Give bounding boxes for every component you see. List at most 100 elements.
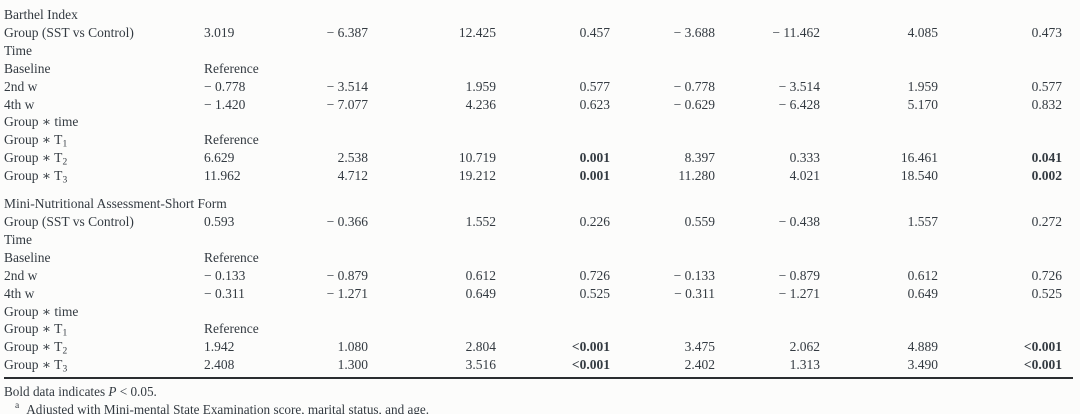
cell: 2.804	[465, 339, 496, 355]
cell	[204, 303, 264, 321]
cell	[368, 60, 496, 78]
cell: <0.001	[571, 339, 610, 355]
significance-note-pre: Bold data indicates	[4, 384, 109, 400]
cell	[820, 320, 938, 338]
table-notes: Bold data indicates P < 0.05. a Adjusted …	[4, 379, 1080, 414]
cell: 1.959	[465, 78, 496, 94]
cell	[496, 195, 610, 213]
row-label: Group ∗ T2	[4, 339, 68, 357]
cell: 4.236	[465, 96, 496, 112]
cell: 1.552	[465, 213, 496, 229]
cell: − 1.271	[778, 285, 820, 301]
table-row: Time	[4, 42, 1062, 60]
cell: 0.726	[579, 267, 610, 283]
cell	[264, 113, 368, 131]
cell	[820, 131, 938, 149]
cell	[610, 249, 715, 267]
cell: − 0.879	[778, 267, 820, 283]
row-label: Group ∗ T1	[4, 321, 68, 339]
row-label: 4th w	[4, 285, 35, 301]
cell: 2.402	[684, 357, 715, 373]
table-row: 4th w − 0.311 − 1.271 0.649 0.525 − 0.311 − 1.…	[4, 285, 1062, 303]
cell: 1.557	[907, 213, 938, 229]
cell	[938, 42, 1062, 60]
cell: 11.962	[204, 168, 241, 184]
cell	[938, 231, 1062, 249]
cell: 0.525	[1031, 285, 1062, 301]
cell: 2.062	[789, 339, 820, 355]
cell	[715, 195, 820, 213]
cell: 0.649	[465, 285, 496, 301]
cell: − 11.462	[772, 24, 820, 40]
cell: 18.540	[900, 168, 938, 184]
cell	[938, 195, 1062, 213]
cell: 0.457	[579, 24, 610, 40]
cell	[496, 42, 610, 60]
results-table: Barthel Index Group (SST vs Control) 3.019…	[4, 6, 1062, 374]
cell: 2.538	[337, 150, 368, 166]
row-label-subscript: 3	[62, 175, 68, 186]
table-row: Group ∗ T2 6.629 2.538 10.719 0.001 8.397 0.33…	[4, 149, 1062, 167]
cell	[938, 303, 1062, 321]
cell	[496, 60, 610, 78]
cell: 0.559	[684, 213, 715, 229]
table-row: 2nd w − 0.778 − 3.514 1.959 0.577 − 0.778 − 3.…	[4, 78, 1062, 96]
table-row: Baseline Reference	[4, 249, 1062, 267]
cell: 0.726	[1031, 267, 1062, 283]
cell	[820, 6, 938, 24]
cell: − 0.311	[204, 285, 245, 301]
cell: 4.085	[907, 24, 938, 40]
cell	[496, 249, 610, 267]
cell	[368, 131, 496, 149]
footnote-a-marker: a	[15, 401, 20, 412]
cell: 0.832	[1031, 96, 1062, 112]
cell: − 3.688	[673, 24, 715, 40]
table-row: Group (SST vs Control) 3.019 − 6.387 12.425…	[4, 24, 1062, 42]
cell	[715, 249, 820, 267]
cell	[820, 113, 938, 131]
row-label: Group (SST vs Control)	[4, 24, 134, 40]
cell: 1.942	[204, 339, 235, 355]
cell	[368, 195, 496, 213]
cell: − 0.629	[673, 96, 715, 112]
significance-note: Bold data indicates P < 0.05.	[4, 383, 1080, 401]
table-row: Group (SST vs Control) 0.593 − 0.366 1.552 0…	[4, 213, 1062, 231]
cell	[264, 303, 368, 321]
row-label: Group ∗ time	[4, 303, 79, 319]
footnote-a: a Adjusted with Mini-mental State Examina…	[4, 401, 1080, 414]
cell	[204, 42, 264, 60]
cell: 0.525	[579, 285, 610, 301]
cell: − 0.311	[674, 285, 715, 301]
cell: − 1.420	[204, 96, 246, 112]
row-label: Group ∗ T2	[4, 150, 68, 168]
cell: 0.001	[579, 168, 610, 184]
cell	[610, 6, 715, 24]
cell	[368, 6, 496, 24]
cell: 0.649	[907, 285, 938, 301]
cell: 4.712	[337, 168, 368, 184]
cell: 8.397	[684, 150, 715, 166]
cell	[938, 60, 1062, 78]
cell: Reference	[204, 132, 259, 148]
cell: 0.333	[789, 150, 820, 166]
cell	[938, 6, 1062, 24]
cell: − 0.133	[673, 267, 715, 283]
cell	[820, 249, 938, 267]
cell: 0.041	[1031, 150, 1062, 166]
cell	[496, 131, 610, 149]
cell	[938, 113, 1062, 131]
cell	[264, 320, 368, 338]
cell: 1.300	[337, 357, 368, 373]
section-spacer	[4, 185, 1062, 195]
cell: 0.473	[1031, 24, 1062, 40]
row-label-subscript: 2	[62, 346, 68, 357]
table-row: Time	[4, 231, 1062, 249]
cell: <0.001	[571, 357, 610, 373]
cell	[820, 231, 938, 249]
cell	[368, 42, 496, 60]
cell: 0.623	[579, 96, 610, 112]
cell: − 3.514	[778, 78, 820, 94]
cell: 1.313	[789, 357, 820, 373]
table-row: Group ∗ T1 Reference	[4, 320, 1062, 338]
